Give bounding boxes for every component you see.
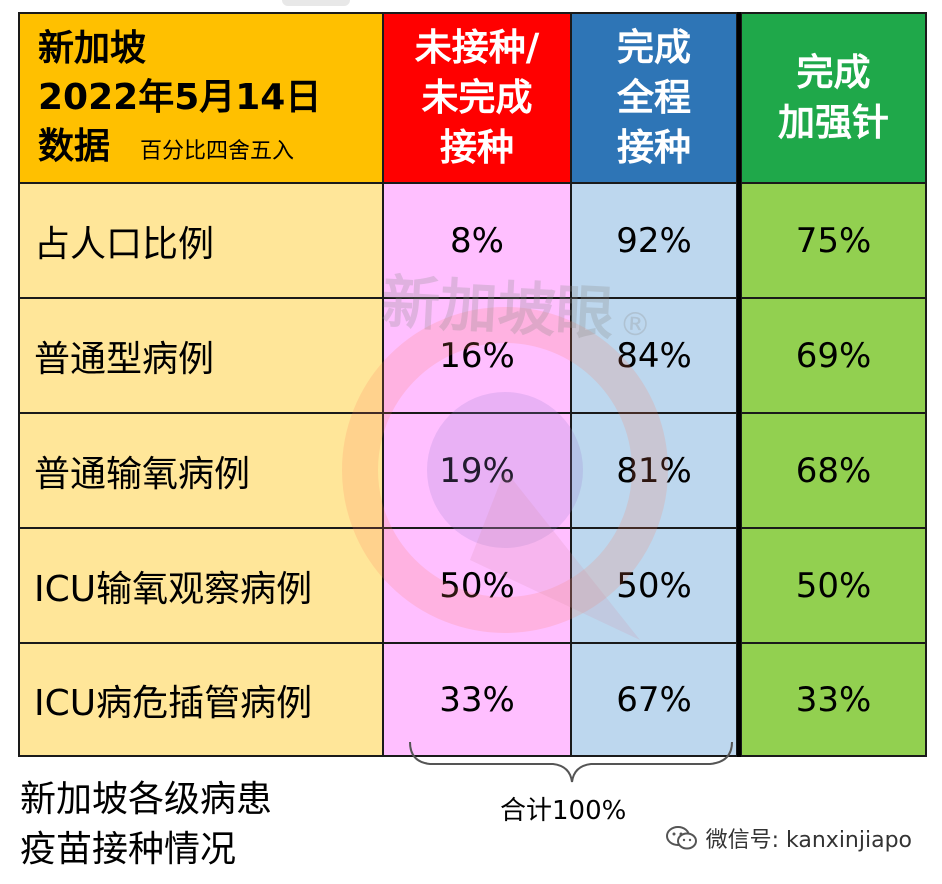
- row-label: ICU输氧观察病例: [18, 527, 384, 644]
- cell-full: 81%: [570, 412, 738, 529]
- header-unvaccinated: 未接种/ 未完成 接种: [382, 12, 572, 184]
- wechat-account: 微信号: kanxinjiapo: [665, 822, 912, 854]
- header-title: 新加坡 2022年5月14日 数据 百分比四舍五入: [20, 14, 321, 176]
- header-unvaccinated-line: 接种: [439, 126, 514, 169]
- column-divider: [737, 12, 741, 757]
- row-label: 普通型病例: [18, 297, 384, 414]
- top-edge-chip: [282, 0, 350, 6]
- caption: 新加坡各级病患 疫苗接种情况: [20, 775, 272, 875]
- vaccination-table: 新加坡 2022年5月14日 数据 百分比四舍五入 未接种/ 未完成 接种 完成 …: [18, 12, 927, 757]
- rounding-note: 百分比四舍五入: [140, 139, 295, 164]
- row-label: 普通输氧病例: [18, 412, 384, 529]
- cell-unvaccinated: 8%: [382, 182, 572, 299]
- header-full-line: 完成: [617, 26, 691, 69]
- cell-unvaccinated: 16%: [382, 297, 572, 414]
- wechat-icon: [665, 826, 697, 850]
- cell-unvaccinated: 50%: [382, 527, 572, 644]
- wechat-id-text: 微信号: kanxinjiapo: [705, 828, 912, 853]
- title-line-1: 新加坡: [38, 28, 147, 69]
- cell-full: 84%: [570, 297, 738, 414]
- cell-booster: 75%: [740, 182, 927, 299]
- cell-booster: 50%: [740, 527, 927, 644]
- cell-full: 92%: [570, 182, 738, 299]
- header-booster-line: 完成: [796, 51, 871, 94]
- cell-full: 50%: [570, 527, 738, 644]
- cell-booster: 33%: [740, 642, 927, 757]
- header-unvaccinated-line: 未完成: [421, 76, 533, 119]
- header-full-line: 全程: [617, 76, 691, 119]
- header-title-cell: 新加坡 2022年5月14日 数据 百分比四舍五入: [18, 12, 384, 184]
- header-booster-line: 加强针: [778, 101, 889, 144]
- total-note: 合计100%: [500, 796, 627, 826]
- title-line-3: 数据: [38, 126, 111, 167]
- row-label: ICU病危插管病例: [18, 642, 384, 757]
- header-unvaccinated-line: 未接种/: [414, 26, 540, 69]
- caption-line: 疫苗接种情况: [20, 829, 237, 870]
- header-full-vaccination: 完成 全程 接种: [570, 12, 738, 184]
- title-line-2: 2022年5月14日: [38, 77, 322, 118]
- cell-unvaccinated: 33%: [382, 642, 572, 757]
- cell-unvaccinated: 19%: [382, 412, 572, 529]
- cell-full: 67%: [570, 642, 738, 757]
- header-booster: 完成 加强针: [740, 12, 927, 184]
- header-full-line: 接种: [617, 126, 691, 169]
- cell-booster: 69%: [740, 297, 927, 414]
- cell-booster: 68%: [740, 412, 927, 529]
- row-label: 占人口比例: [18, 182, 384, 299]
- caption-line: 新加坡各级病患: [20, 779, 273, 820]
